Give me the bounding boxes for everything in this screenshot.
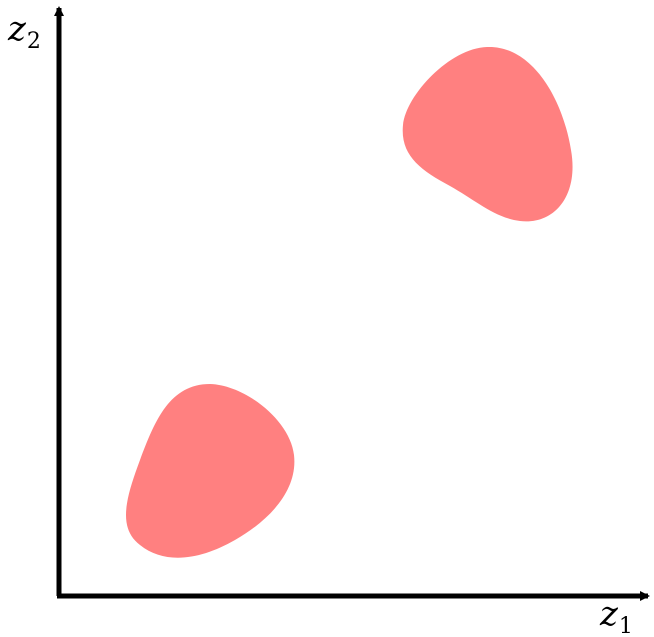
x-axis-label: z1 xyxy=(599,594,633,637)
upper-right-region xyxy=(402,46,573,222)
y-axis-label-base: z xyxy=(7,9,27,49)
y-axis-label: z2 xyxy=(7,9,41,54)
x-axis-label-base: z xyxy=(599,594,619,634)
y-axis-label-subscript: 2 xyxy=(27,29,41,54)
x-axis-label-subscript: 1 xyxy=(619,614,633,637)
lower-left-region xyxy=(126,384,295,558)
